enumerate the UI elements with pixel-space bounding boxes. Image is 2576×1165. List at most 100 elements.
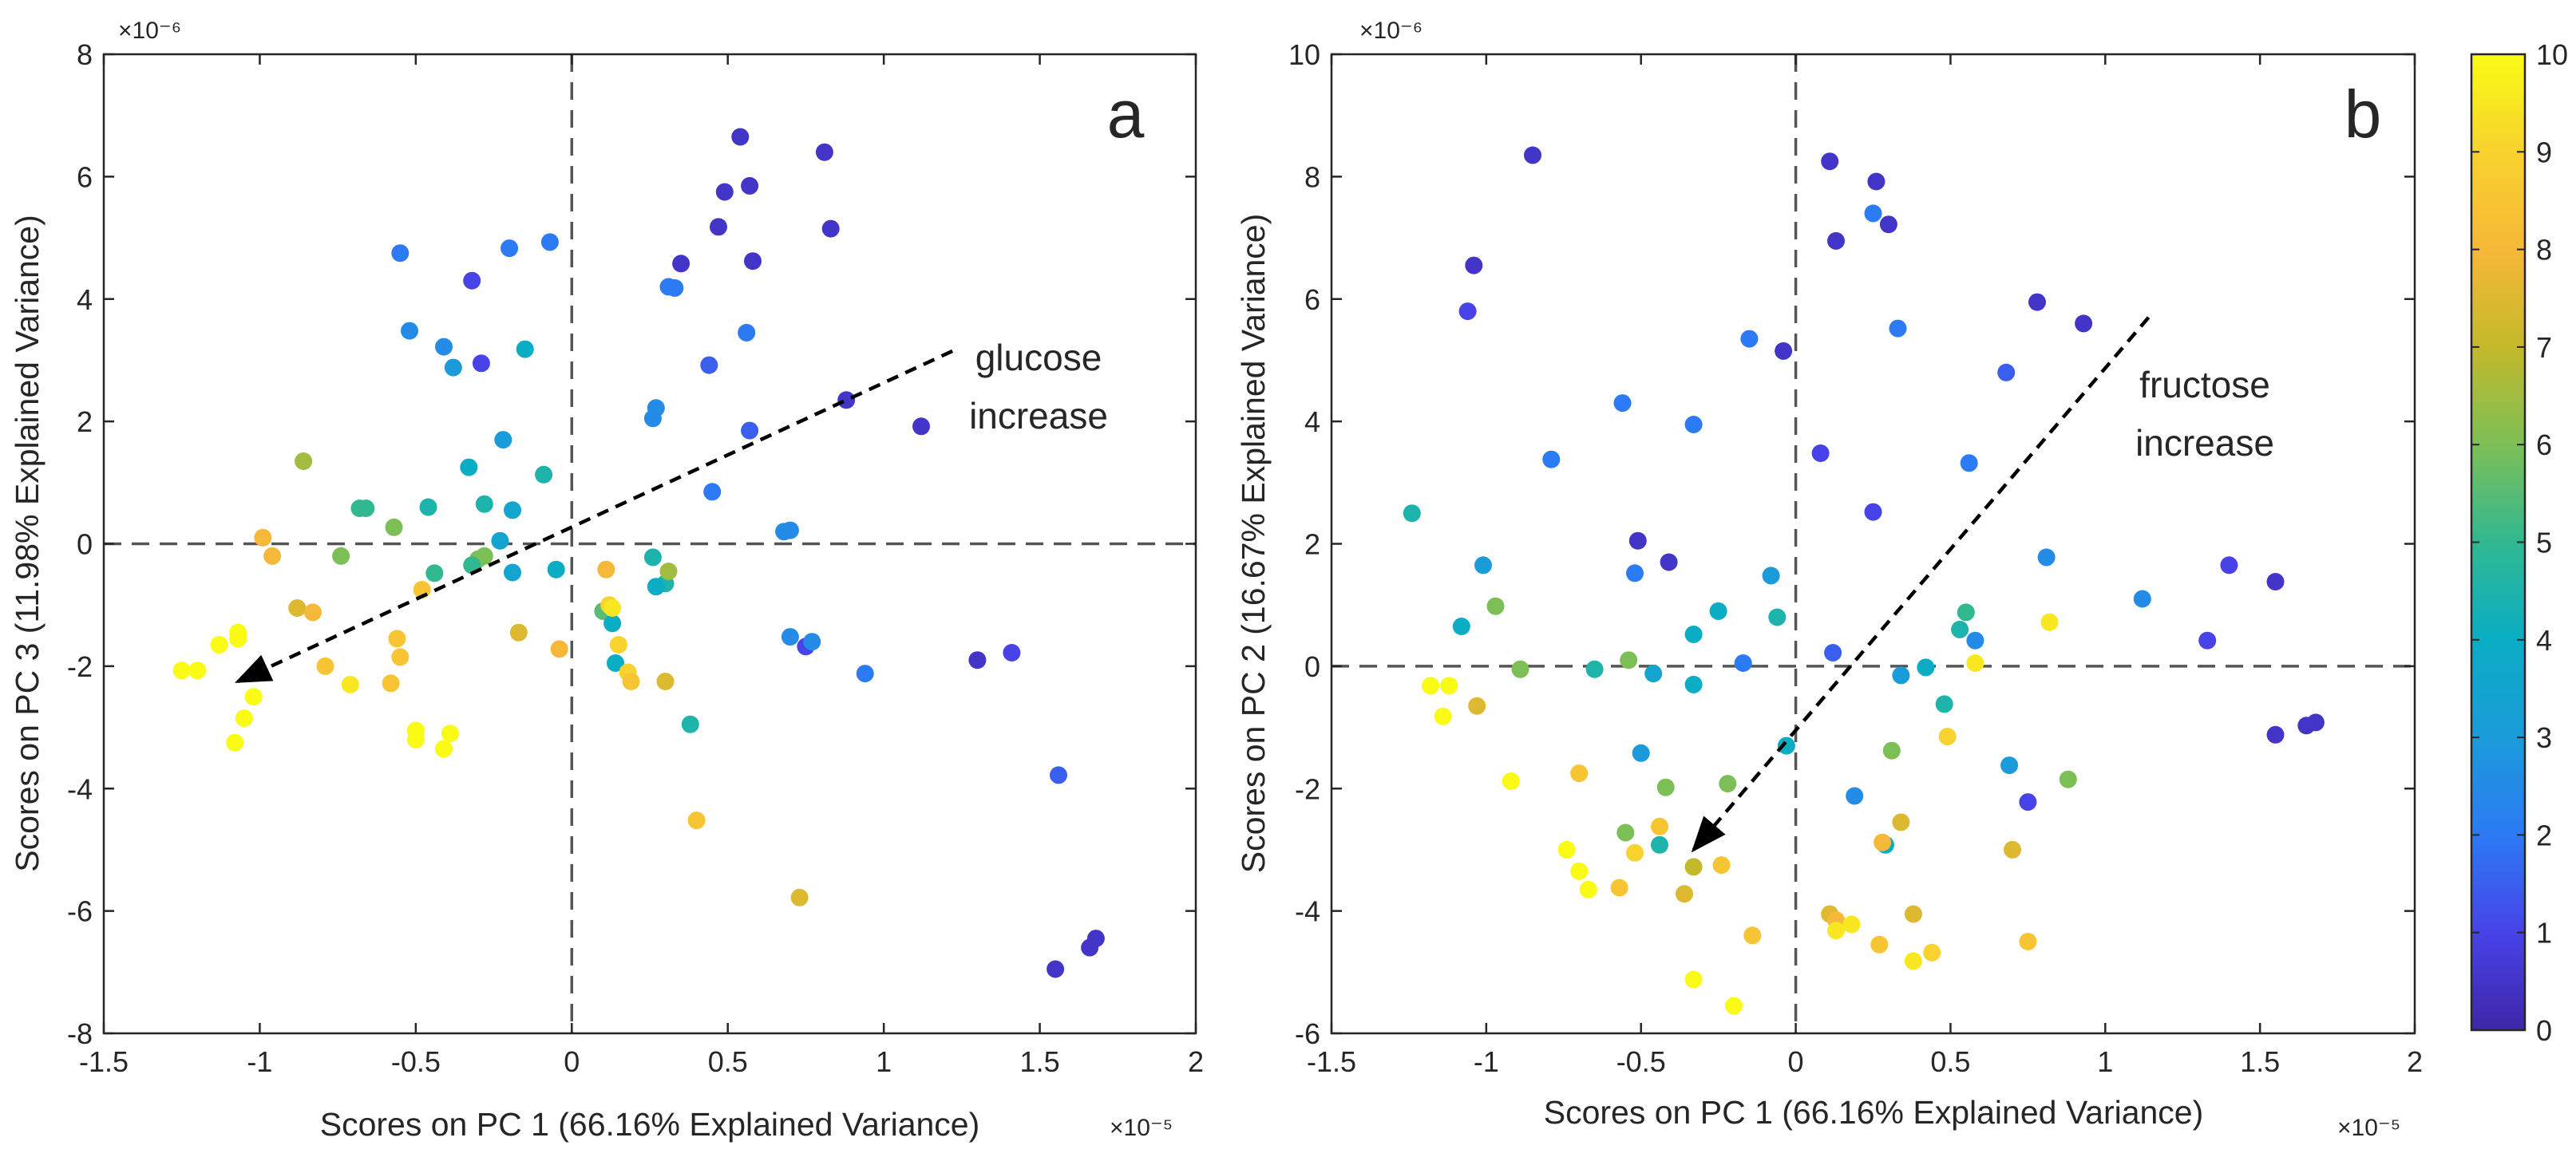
data-point [1626,564,1644,582]
data-point [741,421,759,440]
colorbar-tick-label: 1 [2536,917,2552,950]
data-point [1824,644,1842,661]
data-point [550,640,568,658]
data-point [460,458,478,476]
y-tick-label: -8 [67,1017,93,1050]
data-point [1904,905,1922,923]
y-tick-label: 8 [1304,160,1320,193]
y-tick-label: 4 [77,283,93,316]
data-point [332,547,350,565]
data-point [303,603,322,622]
data-point [1570,764,1589,783]
x-tick-label: 0 [1788,1045,1804,1078]
data-point [1684,970,1703,989]
data-point [1889,319,1907,338]
data-point [254,528,272,547]
data-point [744,252,762,271]
y-axis-label: Scores on PC 2 (16.67% Explained Varianc… [1235,214,1272,874]
colorbar-tick-label: 4 [2536,624,2552,657]
data-point [656,673,675,690]
data-point [790,888,809,906]
data-point [1874,833,1892,851]
y-tick-label: -2 [67,650,93,683]
data-point [435,740,453,758]
data-point [341,675,359,693]
data-point [1440,677,1458,695]
data-point [968,651,987,669]
data-point [622,673,640,690]
data-point [781,628,799,646]
data-point [1452,618,1470,635]
data-point [2059,770,2077,788]
data-point [603,614,622,633]
data-point [391,244,410,263]
plot-area [1332,54,2415,1033]
panel-label: b [2345,77,2382,152]
data-point [1951,620,1969,638]
data-point [1719,775,1737,793]
data-point [406,730,425,748]
data-point [1660,553,1678,571]
data-point [1656,778,1675,796]
y-tick-label: -6 [67,895,93,928]
data-point [1486,597,1505,615]
data-point [681,715,699,733]
data-point [643,548,662,567]
data-point [1827,922,1845,940]
data-point [1957,603,1975,622]
data-point [1628,531,1647,550]
data-point [1050,766,1067,784]
data-point [1684,416,1703,433]
data-point [1867,172,1886,191]
data-point [2306,713,2325,732]
data-point [1616,823,1635,842]
data-point [1644,665,1663,683]
data-point [1651,835,1668,854]
data-point [1740,330,1759,348]
x-axis-label: Scores on PC 1 (66.16% Explained Varianc… [1544,1094,2204,1131]
data-point [609,636,627,654]
y-tick-label: -4 [67,772,93,805]
data-point [1768,608,1787,626]
data-point [2037,548,2056,567]
data-point [316,657,334,675]
data-point [2004,840,2021,859]
colorbar-tick-label: 10 [2536,38,2568,71]
data-point [263,547,282,565]
colorbar-tick-label: 9 [2536,136,2552,168]
data-point [738,323,756,342]
data-point [501,239,519,258]
data-point [731,128,750,146]
data-point [1960,454,1978,472]
data-point [1882,741,1901,760]
data-point [2028,293,2046,311]
data-point [357,500,375,517]
data-point [1938,728,1957,746]
data-point [856,665,874,683]
data-point [1709,602,1727,620]
x-tick-label: -0.5 [391,1045,441,1078]
data-point [1892,813,1910,831]
data-point [1762,567,1780,585]
data-point [1712,856,1731,875]
data-point [2266,725,2285,744]
annotation-line-1: glucose [975,337,1102,378]
data-point [547,560,565,579]
data-point [821,219,840,238]
x-tick-label: 1.5 [2240,1045,2280,1078]
data-point [1775,342,1793,360]
colorbar-gradient [2470,53,2527,1032]
data-point [244,688,263,706]
y-tick-label: 4 [1304,405,1320,438]
data-point [1892,666,1910,685]
y-tick-label: 2 [77,405,93,438]
y-tick-label: 2 [1304,528,1320,561]
data-point [1524,146,1541,164]
y-tick-label: 6 [1304,283,1320,316]
annotation-line-1: fructose [2139,364,2270,405]
data-point [1086,930,1105,948]
x-tick-label: -1.5 [79,1045,129,1078]
data-point [1743,926,1762,945]
data-point [1879,215,1897,234]
x-axis-label: Scores on PC 1 (66.16% Explained Varianc… [320,1106,980,1143]
